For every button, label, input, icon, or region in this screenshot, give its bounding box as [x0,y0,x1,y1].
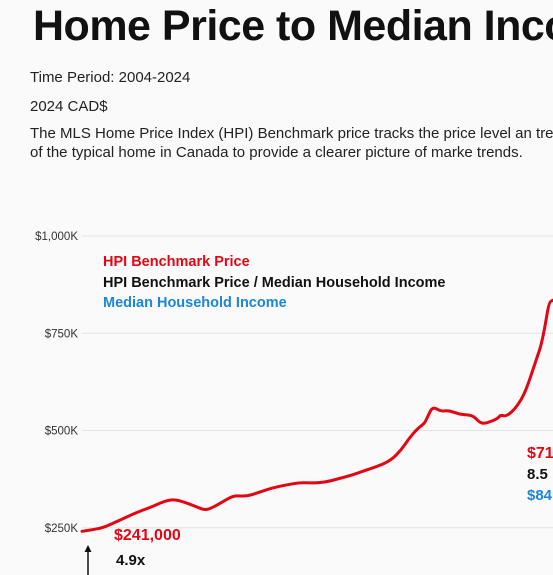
y-tick-label: $250K [45,523,79,535]
end-income-label: $84 [527,487,553,504]
y-axis-ticks: $250K $500K $750K $1,000K [35,231,78,535]
end-ratio-label: 8.5 [527,466,548,483]
legend: HPI Benchmark Price HPI Benchmark Price … [103,254,445,311]
end-price-label: $71 [527,445,553,462]
start-arrow-head [84,545,92,552]
currency-note: 2024 CAD$ [30,98,108,115]
annotations: $241,000 4.9x $71 8.5 $84 [84,445,553,575]
start-price-label: $241,000 [114,527,181,544]
series-line-hpi-price [80,298,553,533]
legend-ratio: HPI Benchmark Price / Median Household I… [103,275,445,291]
start-ratio-label: 4.9x [116,552,146,569]
y-tick-label: $750K [45,328,79,340]
gridlines [82,235,553,529]
y-tick-label: $500K [45,426,79,438]
legend-income: Median Household Income [103,295,287,311]
description: The MLS Home Price Index (HPI) Benchmark… [30,125,553,161]
time-period: Time Period: 2004-2024 [30,69,191,86]
legend-price: HPI Benchmark Price [103,254,250,270]
page-title: Home Price to Median Inco [33,2,553,50]
y-tick-label: $1,000K [35,231,78,243]
series-lines [80,298,553,533]
